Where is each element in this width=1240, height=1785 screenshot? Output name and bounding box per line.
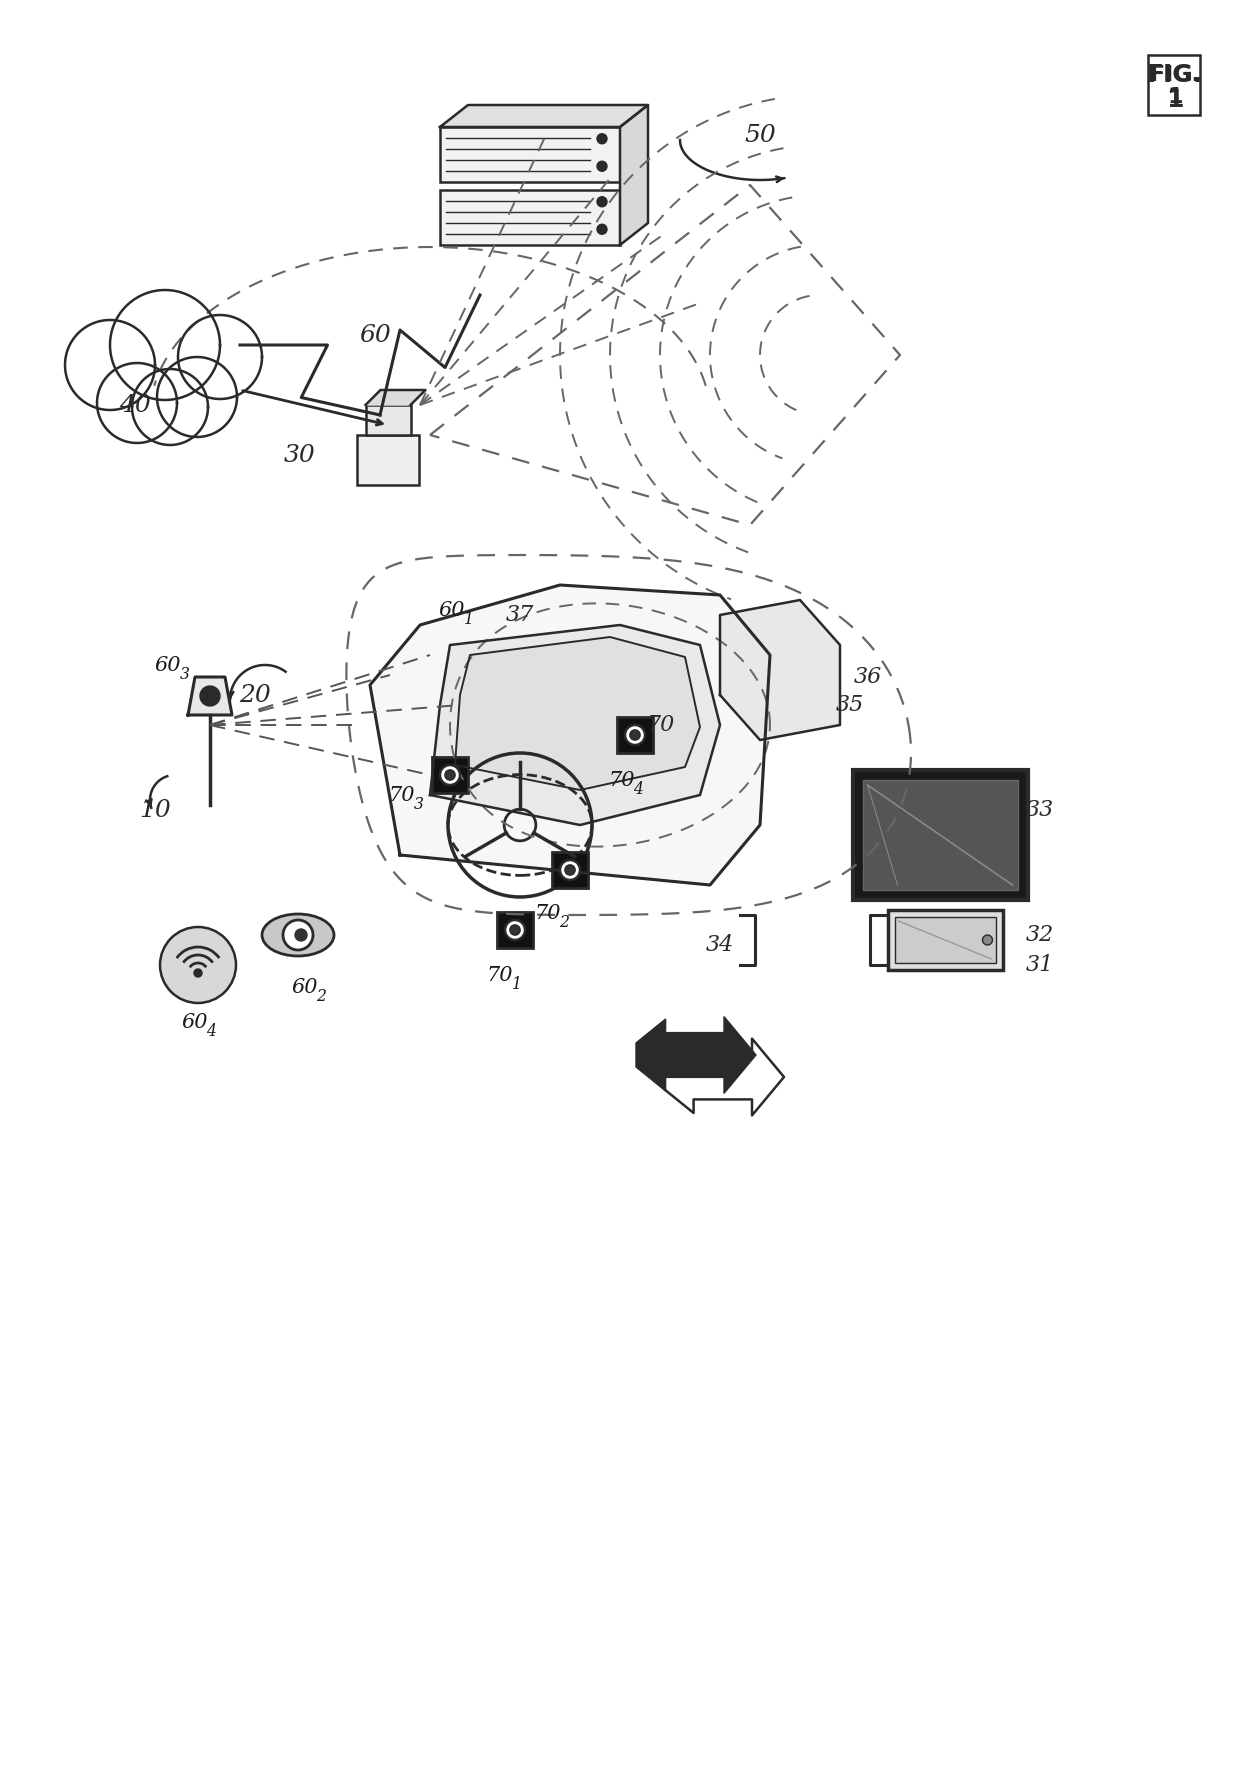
Polygon shape [64,320,155,411]
Polygon shape [636,1017,756,1094]
Text: FIG.: FIG. [1147,62,1203,87]
Bar [888,910,1002,969]
Circle shape [200,685,219,707]
Circle shape [510,925,520,935]
Text: 70: 70 [534,903,562,923]
Text: 3: 3 [180,666,190,682]
Text: 33: 33 [1025,800,1054,821]
Text: 36: 36 [854,666,882,687]
Text: 70: 70 [487,966,513,985]
Text: 37: 37 [506,603,534,627]
Circle shape [445,769,455,780]
Text: 60: 60 [182,1014,208,1032]
Circle shape [440,766,460,785]
Bar [440,127,620,182]
Text: 31: 31 [1025,953,1054,976]
Text: 3: 3 [413,796,424,812]
Circle shape [596,161,608,171]
Polygon shape [97,362,177,443]
Text: 4: 4 [634,780,644,798]
Text: 10: 10 [139,798,171,821]
Circle shape [295,928,308,941]
Text: 1: 1 [511,975,522,992]
Text: 60: 60 [439,600,465,619]
Bar [1148,55,1200,114]
Text: 30: 30 [284,443,316,466]
Circle shape [630,730,640,741]
Polygon shape [720,600,839,741]
Polygon shape [620,105,649,245]
Text: 1: 1 [464,610,474,628]
Text: 2: 2 [316,987,326,1005]
Circle shape [596,196,608,207]
Circle shape [625,725,645,744]
Polygon shape [179,314,262,400]
Bar [432,757,467,793]
Text: 60: 60 [291,978,319,996]
Circle shape [596,134,608,145]
Polygon shape [157,357,237,437]
Polygon shape [366,389,425,405]
Text: 4: 4 [207,1023,217,1041]
Circle shape [560,860,580,880]
Circle shape [565,866,575,875]
Text: 35: 35 [836,694,864,716]
Polygon shape [440,105,649,127]
Text: 70: 70 [609,771,635,789]
Bar [440,189,620,245]
Polygon shape [430,625,720,825]
Text: 50: 50 [744,123,776,146]
Bar [618,718,653,753]
Bar [863,780,1018,891]
Bar [853,769,1028,900]
Polygon shape [370,585,770,885]
Polygon shape [188,677,232,716]
Text: 1: 1 [1167,87,1184,112]
Circle shape [283,919,312,950]
Polygon shape [110,289,219,400]
Text: 60: 60 [155,655,181,675]
Text: 60: 60 [360,323,391,346]
Circle shape [505,919,525,941]
Text: 70: 70 [646,714,675,735]
Text: FIG.: FIG. [1149,64,1200,86]
Text: 70: 70 [389,785,415,805]
Circle shape [596,225,608,234]
Polygon shape [455,637,701,791]
Text: 20: 20 [239,684,270,707]
Text: 40: 40 [119,393,151,416]
Circle shape [193,969,202,976]
Bar [552,851,588,887]
Text: 1: 1 [1167,87,1183,107]
Bar [357,436,419,486]
Ellipse shape [262,914,334,957]
Text: 2: 2 [559,914,569,930]
Bar [497,912,533,948]
Text: 32: 32 [1025,925,1054,946]
Circle shape [160,926,236,1003]
Bar [894,917,996,962]
Polygon shape [131,369,208,444]
Bar [366,405,410,436]
Circle shape [982,935,992,944]
Text: 34: 34 [706,934,734,957]
